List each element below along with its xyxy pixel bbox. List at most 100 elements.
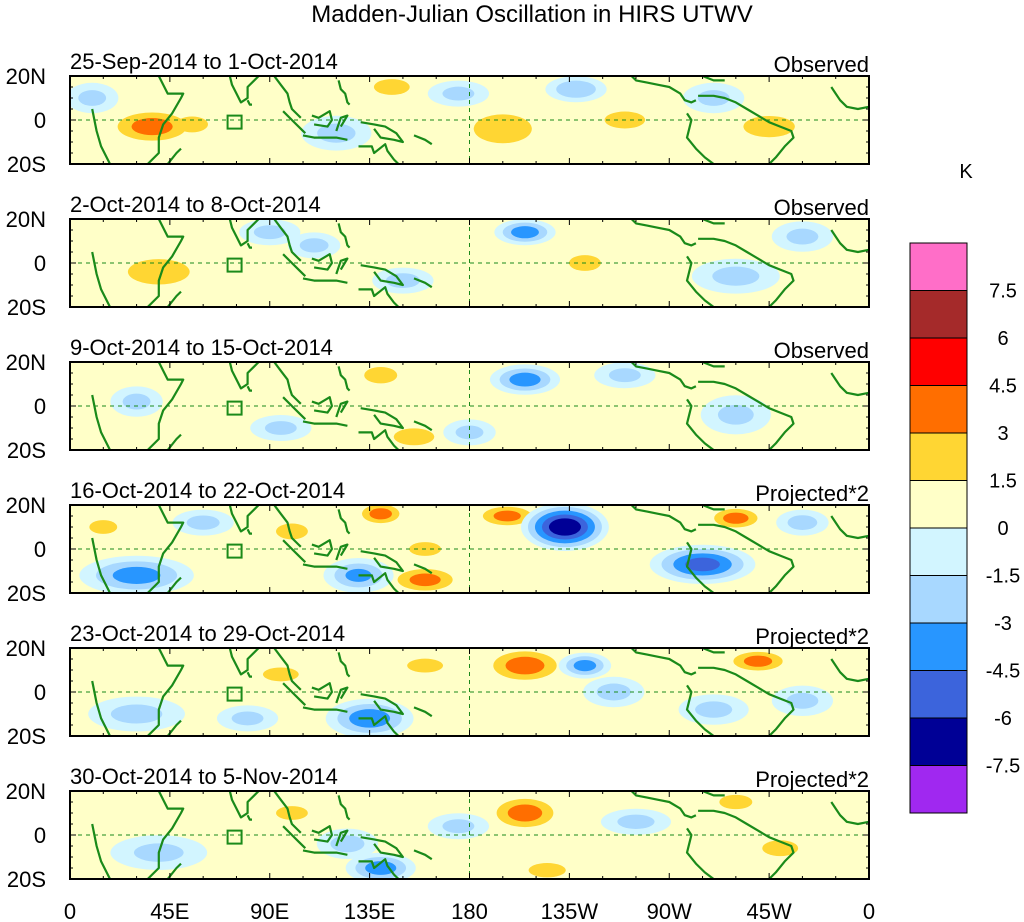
coastline bbox=[684, 505, 725, 511]
coastline bbox=[311, 396, 333, 414]
coastline bbox=[337, 223, 351, 249]
contour-level-neg-1.5 bbox=[455, 425, 484, 440]
panel-kind: Projected*2 bbox=[755, 624, 869, 649]
contour-level-pos-1.5 bbox=[719, 794, 753, 810]
region-box bbox=[226, 686, 243, 702]
contour-level-neg-1.5 bbox=[299, 238, 329, 253]
coastline bbox=[360, 550, 404, 573]
contour-level-pos-1.5 bbox=[743, 115, 795, 138]
coastline bbox=[302, 706, 348, 713]
panel-date-range: 9-Oct-2014 to 15-Oct-2014 bbox=[70, 335, 333, 360]
coastline bbox=[282, 682, 307, 706]
coastline bbox=[282, 396, 307, 420]
coastline bbox=[358, 572, 400, 593]
colorbar-swatch bbox=[909, 432, 968, 481]
coastline bbox=[335, 543, 349, 561]
coastline bbox=[311, 825, 333, 843]
coastline bbox=[698, 666, 795, 736]
coastline bbox=[413, 849, 433, 861]
coastline bbox=[166, 719, 182, 736]
contour-level-pos-1.5 bbox=[473, 114, 532, 144]
contour-field bbox=[110, 794, 799, 879]
coastline bbox=[413, 134, 433, 146]
coastline bbox=[684, 648, 725, 654]
coastline bbox=[830, 515, 869, 540]
y-tick-label: 20S bbox=[7, 724, 46, 749]
colorbar-label: 4.5 bbox=[989, 376, 1017, 398]
coastline bbox=[830, 658, 869, 683]
coastline bbox=[246, 385, 252, 392]
contour-level-neg-3 bbox=[112, 566, 161, 584]
contour-level-neg-3 bbox=[511, 226, 539, 239]
coastline bbox=[685, 827, 715, 879]
coastline bbox=[228, 219, 260, 247]
colorbar-label: -7.5 bbox=[986, 756, 1020, 778]
contour-level-neg-1.5 bbox=[186, 515, 220, 530]
coastline bbox=[830, 86, 869, 111]
contour-level-neg-1.5 bbox=[695, 701, 733, 718]
contour-level-neg-1.5 bbox=[442, 86, 475, 101]
coastline bbox=[146, 219, 185, 307]
coastline bbox=[146, 76, 185, 164]
coastline bbox=[685, 684, 715, 736]
coastline bbox=[684, 362, 725, 368]
contour-level-neg-4.5 bbox=[685, 557, 720, 572]
region-box bbox=[226, 400, 243, 416]
coastlines bbox=[91, 76, 869, 164]
coastline bbox=[684, 219, 725, 225]
coastline bbox=[335, 257, 349, 275]
contour-level-pos-3 bbox=[723, 512, 749, 524]
coastline bbox=[273, 505, 302, 548]
chart-title: Madden-Julian Oscillation in HIRS UTWV bbox=[311, 1, 752, 28]
y-tick-label: 20N bbox=[6, 636, 46, 661]
contour-level-neg-1.5 bbox=[231, 711, 264, 726]
coastline bbox=[246, 99, 252, 106]
contour-level-pos-1.5 bbox=[127, 259, 190, 285]
contour-level-neg-1.5 bbox=[330, 835, 365, 853]
colorbar-swatch bbox=[909, 242, 968, 291]
colorbar-swatch bbox=[909, 480, 968, 529]
colorbar-swatch bbox=[909, 575, 968, 624]
contour-level-pos-3 bbox=[507, 804, 543, 822]
contour-level-neg-1.5 bbox=[786, 228, 819, 245]
contour-level-pos-1.5 bbox=[364, 367, 398, 384]
coastline bbox=[698, 809, 795, 879]
coastline bbox=[360, 693, 404, 716]
contour-level-neg-1.5 bbox=[556, 80, 596, 98]
panel-date-range: 16-Oct-2014 to 22-Oct-2014 bbox=[70, 478, 345, 503]
coastline bbox=[630, 219, 697, 247]
coastline bbox=[413, 706, 433, 718]
panel-5: 20N 0 20S 23-Oct-2014 to 29-Oct-2014 Project… bbox=[6, 621, 870, 749]
contour-level-neg-1.5 bbox=[264, 421, 297, 435]
contour-level-neg-3 bbox=[509, 372, 541, 387]
coastline bbox=[146, 362, 185, 450]
y-tick-label: 20S bbox=[7, 438, 46, 463]
coastline bbox=[630, 791, 697, 819]
coastline bbox=[685, 255, 715, 307]
colorbar-swatch bbox=[909, 717, 968, 766]
x-tick-label: 0 bbox=[863, 899, 875, 922]
region-box bbox=[226, 114, 243, 130]
panel-kind: Projected*2 bbox=[755, 481, 869, 506]
y-tick-label: 20S bbox=[7, 295, 46, 320]
coastline bbox=[630, 76, 697, 104]
x-tick-label: 90E bbox=[250, 899, 289, 922]
coastline bbox=[273, 362, 302, 405]
contour-level-neg-1.5 bbox=[717, 404, 754, 425]
contour-level-neg-1.5 bbox=[596, 683, 631, 701]
coastline bbox=[146, 648, 185, 736]
colorbar-label: 6 bbox=[997, 328, 1008, 350]
y-tick-label: 20S bbox=[7, 152, 46, 177]
coastline bbox=[358, 715, 400, 736]
coastline bbox=[358, 429, 400, 450]
coastlines bbox=[91, 648, 869, 736]
coastline bbox=[337, 80, 351, 106]
contour-level-neg-1.5 bbox=[78, 90, 107, 106]
colorbar-label: -3 bbox=[994, 613, 1012, 635]
coastline bbox=[166, 433, 182, 450]
colorbar-label: 3 bbox=[997, 423, 1008, 445]
coastline bbox=[228, 362, 260, 390]
colorbar-swatch bbox=[909, 290, 968, 339]
coastline bbox=[830, 229, 869, 254]
contour-level-neg-1.5 bbox=[253, 225, 286, 240]
